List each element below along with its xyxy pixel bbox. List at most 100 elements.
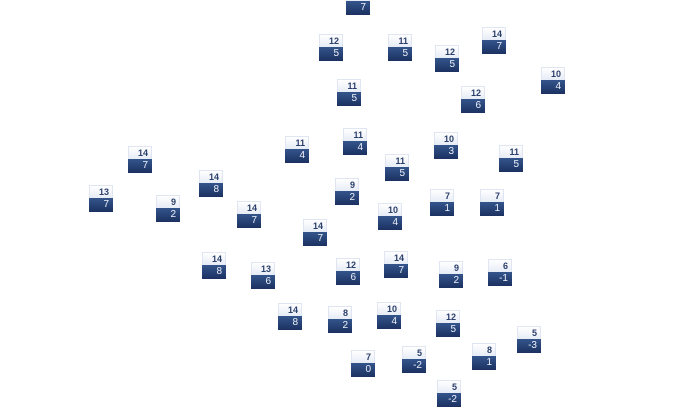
node-bottom-value: -1 [488,272,512,286]
node-box[interactable]: 13 7 [89,185,113,212]
node-box[interactable]: 11 4 [285,136,309,163]
node-box[interactable]: 13 6 [251,262,275,289]
node-top-value: 10 [434,132,458,145]
node-box[interactable]: 11 5 [385,154,409,181]
node-bottom-value: 6 [461,99,485,113]
node-top-value: 11 [499,145,523,158]
node-top-value [346,0,370,1]
node-box[interactable]: 14 8 [278,303,302,330]
node-box[interactable]: 14 7 [237,201,261,228]
node-bottom-value: 1 [430,202,454,216]
node-box[interactable]: 14 7 [128,146,152,173]
node-bottom-value: 8 [199,183,223,197]
node-top-value: 11 [385,154,409,167]
node-bottom-value: 7 [237,214,261,228]
node-top-value: 12 [436,310,460,323]
node-top-value: 12 [336,258,360,271]
node-box[interactable]: 5 -2 [402,346,426,373]
node-bottom-value: 7 [128,159,152,173]
node-top-value: 7 [480,189,504,202]
node-top-value: 10 [378,203,402,216]
node-bottom-value: 7 [89,198,113,212]
node-top-value: 14 [202,252,226,265]
node-box[interactable]: 14 7 [482,27,506,54]
node-bottom-value: 4 [285,149,309,163]
node-top-value: 8 [328,306,352,319]
node-top-value: 13 [251,262,275,275]
node-top-value: 14 [482,27,506,40]
node-box[interactable]: 6 -1 [488,259,512,286]
node-bottom-value: 2 [328,319,352,333]
node-box[interactable]: 12 5 [436,310,460,337]
node-bottom-value: 5 [388,47,412,61]
node-bottom-value: 6 [336,271,360,285]
node-box[interactable]: 11 5 [337,79,361,106]
node-top-value: 12 [435,45,459,58]
node-bottom-value: 2 [335,191,359,205]
node-box[interactable]: 14 7 [303,219,327,246]
node-box[interactable]: 7 [346,0,370,15]
node-bottom-value: 4 [377,315,401,329]
node-top-value: 5 [437,380,461,393]
node-bottom-value: 5 [385,167,409,181]
node-bottom-value: 5 [499,158,523,172]
node-top-value: 8 [472,343,496,356]
node-box[interactable]: 11 5 [499,145,523,172]
node-box[interactable]: 12 6 [461,86,485,113]
node-top-value: 5 [402,346,426,359]
node-box[interactable]: 14 7 [384,251,408,278]
node-bottom-value: 4 [541,80,565,94]
node-box[interactable]: 10 3 [434,132,458,159]
node-box[interactable]: 12 5 [435,45,459,72]
node-bottom-value: -3 [517,339,541,353]
node-top-value: 11 [285,136,309,149]
node-top-value: 14 [303,219,327,232]
node-bottom-value: 5 [436,323,460,337]
node-bottom-value: 1 [472,356,496,370]
node-bottom-value: 4 [343,141,367,155]
node-box[interactable]: 5 -3 [517,326,541,353]
node-bottom-value: 6 [251,275,275,289]
node-box[interactable]: 11 5 [388,34,412,61]
node-box[interactable]: 14 8 [202,252,226,279]
node-bottom-value: 2 [156,208,180,222]
node-bottom-value: 7 [303,232,327,246]
node-box[interactable]: 5 -2 [437,380,461,407]
node-box[interactable]: 12 5 [319,34,343,61]
node-box[interactable]: 12 6 [336,258,360,285]
node-top-value: 14 [278,303,302,316]
node-top-value: 13 [89,185,113,198]
node-box[interactable]: 14 8 [199,170,223,197]
node-top-value: 7 [430,189,454,202]
node-bottom-value: 5 [337,92,361,106]
node-bottom-value: 7 [482,40,506,54]
node-top-value: 7 [351,350,375,363]
node-box[interactable]: 10 4 [378,203,402,230]
node-top-value: 14 [128,146,152,159]
node-top-value: 14 [384,251,408,264]
node-bottom-value: 8 [278,316,302,330]
node-bottom-value: 3 [434,145,458,159]
node-bottom-value: 2 [439,274,463,288]
node-bottom-value: 7 [384,264,408,278]
node-box[interactable]: 11 4 [343,128,367,155]
node-box[interactable]: 10 4 [541,67,565,94]
node-bottom-value: 5 [319,47,343,61]
node-bottom-value: 5 [435,58,459,72]
node-top-value: 5 [517,326,541,339]
node-top-value: 12 [461,86,485,99]
node-bottom-value: 8 [202,265,226,279]
node-top-value: 9 [156,195,180,208]
node-bottom-value: 4 [378,216,402,230]
node-box[interactable]: 10 4 [377,302,401,329]
node-top-value: 12 [319,34,343,47]
node-bottom-value: -2 [402,359,426,373]
